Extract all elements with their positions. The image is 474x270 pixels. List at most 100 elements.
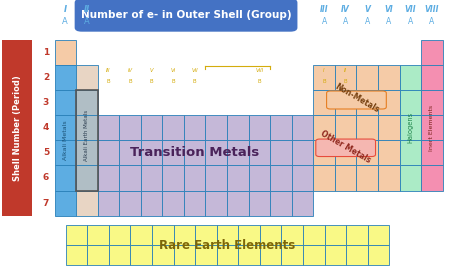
Bar — [76, 140, 98, 166]
Bar — [130, 245, 152, 265]
Bar — [421, 90, 443, 115]
Text: VII: VII — [404, 5, 416, 14]
Text: A: A — [321, 16, 327, 26]
Bar — [119, 191, 141, 216]
Text: Alkali Metals: Alkali Metals — [63, 120, 68, 160]
Bar — [152, 225, 173, 245]
Bar — [184, 191, 205, 216]
Bar — [205, 166, 227, 191]
Bar — [76, 65, 98, 90]
Text: B: B — [128, 79, 132, 84]
Bar — [109, 245, 130, 265]
Bar — [378, 115, 400, 140]
Bar — [378, 65, 400, 90]
Text: Non-Metals: Non-Metals — [333, 82, 380, 115]
Text: 2: 2 — [43, 73, 49, 82]
Text: B: B — [322, 79, 326, 84]
Bar — [227, 115, 248, 140]
Bar — [76, 115, 98, 140]
Bar — [76, 90, 98, 191]
Bar — [109, 225, 130, 245]
Bar — [217, 225, 238, 245]
Bar — [162, 140, 184, 166]
Text: V: V — [365, 5, 370, 14]
Bar — [292, 191, 313, 216]
Bar — [346, 225, 368, 245]
Bar — [356, 65, 378, 90]
Bar — [260, 225, 282, 245]
Bar — [76, 90, 98, 115]
Bar — [217, 245, 238, 265]
Bar — [162, 191, 184, 216]
Bar — [227, 166, 248, 191]
Bar — [184, 166, 205, 191]
Bar — [55, 40, 76, 65]
Bar — [141, 115, 162, 140]
Text: VIII: VIII — [255, 68, 264, 73]
Bar — [400, 140, 421, 166]
Text: II: II — [344, 68, 347, 73]
Bar — [141, 166, 162, 191]
Bar — [66, 245, 87, 265]
Bar — [98, 140, 119, 166]
Bar — [248, 115, 270, 140]
FancyBboxPatch shape — [74, 0, 298, 32]
Bar — [421, 40, 443, 65]
Text: 5: 5 — [43, 148, 49, 157]
Bar — [282, 225, 303, 245]
Bar — [313, 166, 335, 191]
Bar — [162, 166, 184, 191]
Bar — [325, 245, 346, 265]
Bar — [130, 225, 152, 245]
Bar — [303, 225, 325, 245]
Text: VIII: VIII — [425, 5, 439, 14]
Bar — [227, 191, 248, 216]
Bar — [55, 65, 76, 90]
Text: A: A — [386, 16, 392, 26]
Bar — [313, 115, 335, 140]
Text: Number of e- in Outer Shell (Group): Number of e- in Outer Shell (Group) — [81, 10, 292, 20]
Text: IV: IV — [341, 5, 350, 14]
Bar — [76, 166, 98, 191]
Bar — [76, 191, 98, 216]
Bar — [325, 225, 346, 245]
Text: I: I — [323, 68, 325, 73]
Bar — [270, 115, 292, 140]
Bar — [335, 115, 356, 140]
Bar — [356, 166, 378, 191]
Bar — [400, 166, 421, 191]
Bar — [98, 191, 119, 216]
Bar — [313, 140, 335, 166]
Bar — [205, 191, 227, 216]
Text: A: A — [408, 16, 413, 26]
Bar — [270, 166, 292, 191]
Bar — [356, 90, 378, 115]
Text: A: A — [84, 16, 90, 26]
Bar — [421, 65, 443, 90]
Bar — [356, 115, 378, 140]
Bar — [270, 140, 292, 166]
Text: A: A — [429, 16, 435, 26]
Bar — [238, 225, 260, 245]
Text: Inert Elements: Inert Elements — [429, 104, 435, 151]
Bar — [421, 166, 443, 191]
Bar — [152, 245, 173, 265]
Bar — [335, 65, 356, 90]
Bar — [248, 166, 270, 191]
Bar — [421, 140, 443, 166]
Bar — [98, 115, 119, 140]
Bar — [378, 140, 400, 166]
Text: B: B — [257, 79, 261, 84]
Text: V: V — [150, 68, 154, 73]
Bar — [55, 191, 76, 216]
Text: B: B — [171, 79, 175, 84]
Text: A: A — [343, 16, 348, 26]
Bar — [335, 166, 356, 191]
Text: 3: 3 — [43, 98, 49, 107]
Bar — [282, 245, 303, 265]
Bar — [87, 225, 109, 245]
Text: Halogens: Halogens — [407, 112, 413, 143]
Text: 1: 1 — [43, 48, 49, 57]
Text: Shell Number (Period): Shell Number (Period) — [13, 75, 21, 181]
Bar — [184, 140, 205, 166]
